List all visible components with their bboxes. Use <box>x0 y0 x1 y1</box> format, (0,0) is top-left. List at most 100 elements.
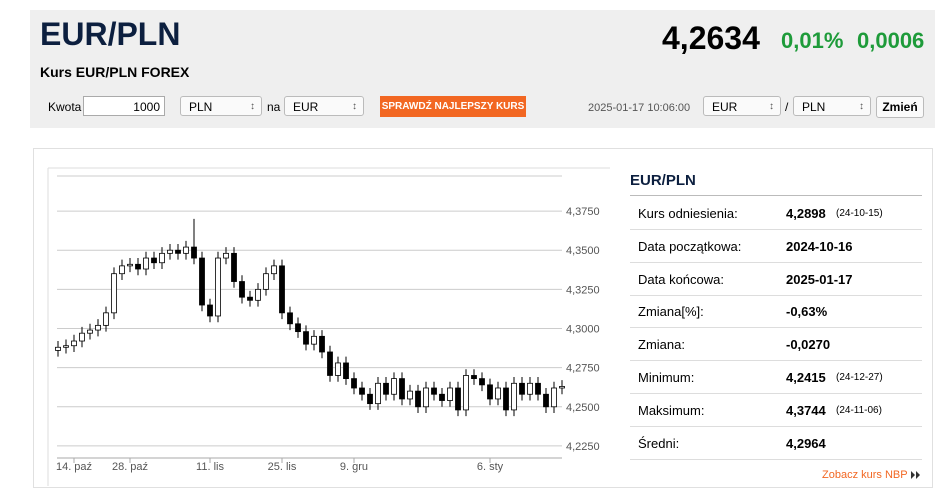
candle-body <box>79 332 85 342</box>
x-tick-label: 14. paź <box>56 461 92 473</box>
info-label: Średni: <box>638 435 680 451</box>
candle-body <box>359 387 365 395</box>
to-select[interactable]: EUR <box>284 96 364 117</box>
nbp-link[interactable]: Zobacz kurs NBP <box>822 469 908 481</box>
candle-body <box>159 252 165 264</box>
info-value: -0,63% <box>786 304 828 320</box>
info-value: 2025-01-17 <box>786 271 853 287</box>
info-row: Data końcowa: 2025-01-17 <box>630 263 922 296</box>
info-value: 2024-10-16 <box>786 238 853 254</box>
candle-body <box>543 393 549 408</box>
candle-body <box>183 246 189 254</box>
y-tick-label: 4,3250 <box>566 284 600 296</box>
candle-body <box>519 382 525 395</box>
candle-body <box>207 304 213 317</box>
x-tick-label: 11. lis <box>196 461 224 473</box>
candle-body <box>151 257 157 264</box>
candle-body <box>551 387 557 408</box>
candle-body <box>119 265 125 275</box>
divider <box>630 195 922 196</box>
info-value: 4,2964 <box>786 435 826 451</box>
x-tick-label: 25. lis <box>268 461 297 473</box>
candle-body <box>327 351 333 376</box>
candle-body <box>239 281 245 298</box>
candle-body <box>511 382 517 411</box>
info-row: Zmiana[%]: -0,63% <box>630 295 922 329</box>
candle-body <box>175 249 181 254</box>
y-tick-label: 4,3000 <box>566 324 600 336</box>
from-select[interactable]: PLN <box>180 96 262 117</box>
candle-body <box>167 249 173 254</box>
info-value: 4,2415 <box>786 370 826 385</box>
info-row: Średni: 4,2964 <box>630 427 922 460</box>
candle-body <box>191 246 197 259</box>
candle-body <box>135 263 141 270</box>
quote-select[interactable]: PLN <box>793 96 871 117</box>
candle-body <box>303 331 309 345</box>
y-tick-label: 4,2250 <box>566 441 600 453</box>
link-arrows <box>911 471 920 479</box>
info-label: Kurs odniesienia: <box>638 206 738 221</box>
timestamp: 2025-01-17 10:06:00 <box>588 102 691 114</box>
candle-body <box>199 257 205 306</box>
info-date: (24-12-27) <box>836 372 883 383</box>
amount-input[interactable]: 1000 <box>83 96 165 116</box>
candle-body <box>231 252 237 282</box>
info-row: Data początkowa: 2024-10-16 <box>630 230 922 263</box>
candle-body <box>471 375 477 380</box>
candle-body <box>247 296 253 301</box>
y-tick-label: 4,3750 <box>566 206 600 218</box>
candle-body <box>399 378 405 400</box>
x-tick-label: 28. paź <box>112 461 148 473</box>
candle-body <box>447 387 453 401</box>
candle-body <box>319 335 325 353</box>
candle-body <box>279 265 285 314</box>
candle-body <box>431 387 437 395</box>
candle-body <box>495 387 501 400</box>
candle-body <box>223 252 229 259</box>
candle-body <box>295 323 301 333</box>
x-tick-label: 9. gru <box>340 461 368 473</box>
rate: 4,2634 <box>662 20 760 56</box>
info-label: Maksimum: <box>638 402 705 418</box>
candle-body <box>95 324 101 331</box>
info-row: Zmiana: -0,0270 <box>630 328 922 362</box>
candle-body <box>391 378 397 395</box>
info-value: 4,3744 <box>786 402 826 418</box>
info-row: Kurs odniesienia: 4,2898 (24-10-15) <box>630 197 922 230</box>
candle-body <box>527 382 533 395</box>
candle-body <box>311 335 317 345</box>
candle-body <box>439 393 445 401</box>
candle-body <box>367 393 373 405</box>
y-tick-label: 4,2750 <box>566 363 600 375</box>
info-date: (24-11-06) <box>836 404 882 416</box>
subtitle: Kurs EUR/PLN FOREX <box>40 64 190 80</box>
na: na <box>267 100 281 114</box>
candle-body <box>351 378 357 389</box>
info-row: Minimum: 4,2415 (24-12-27) <box>630 361 922 394</box>
info-label: Zmiana: <box>638 337 685 353</box>
candle-body <box>127 263 133 267</box>
candle-body <box>479 378 485 386</box>
candle-body <box>407 390 413 400</box>
swap-button[interactable]: Zmień <box>876 96 924 118</box>
candle-body <box>143 257 149 270</box>
candle-body <box>383 382 389 395</box>
info-row: Maksimum: 4,3744 (24-11-06) <box>630 394 922 427</box>
info-label: Zmiana[%]: <box>638 304 704 320</box>
y-tick-label: 4,2500 <box>566 402 600 414</box>
base-select[interactable]: EUR <box>703 96 781 117</box>
candle-body <box>503 387 509 411</box>
candle-body <box>463 375 469 411</box>
candle-body <box>263 273 269 290</box>
candle-body <box>287 312 293 325</box>
info-value: 4,2898 <box>786 206 826 221</box>
candle-body <box>63 345 69 348</box>
candle-body <box>415 390 421 408</box>
candle-body <box>535 382 541 395</box>
candle-body <box>343 362 349 380</box>
best-rate-button[interactable]: SPRAWDŹ NAJLEPSZY KURS <box>380 96 526 117</box>
info-value: -0,0270 <box>786 337 831 353</box>
